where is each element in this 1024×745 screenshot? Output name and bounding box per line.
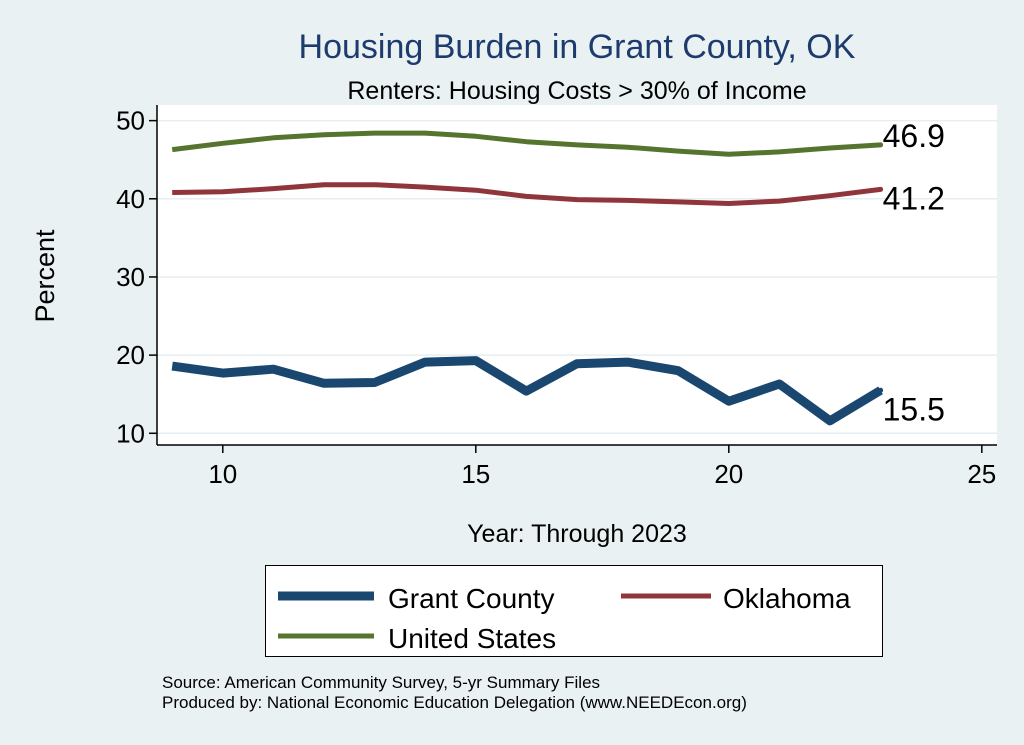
y-tick-label: 20 <box>116 340 145 370</box>
axis-ticks: 10 20 30 40 50 10 15 20 25 <box>116 106 996 489</box>
x-tick-label: 20 <box>714 459 743 489</box>
x-axis-label: Year: Through 2023 <box>467 520 687 548</box>
x-tick-label: 10 <box>208 459 237 489</box>
y-axis-label: Percent <box>30 229 60 323</box>
plot-area <box>157 105 997 445</box>
legend-label-grant-county: Grant County <box>388 583 555 614</box>
end-label-united-states: 46.9 <box>883 118 945 154</box>
y-tick-label: 50 <box>116 106 145 136</box>
series-line-grant-county <box>171 356 883 426</box>
legend-swatch-grant-county <box>278 591 374 601</box>
legend-label-united-states: United States <box>388 623 557 654</box>
legend-swatch-united-states <box>278 633 374 639</box>
end-point-grant-county <box>878 387 884 393</box>
end-point-oklahoma <box>878 186 884 192</box>
series-line-united-states <box>171 130 881 157</box>
chart-subtitle: Renters: Housing Costs > 30% of Income <box>347 77 806 105</box>
y-tick-label: 30 <box>116 262 145 292</box>
y-tick-label: 40 <box>116 184 145 214</box>
legend: Grant County Oklahoma United States <box>265 565 883 657</box>
chart-title: Housing Burden in Grant County, OK <box>299 28 856 66</box>
y-tick-label: 10 <box>116 418 145 448</box>
end-labels: 15.5 41.2 46.9 <box>883 118 945 427</box>
producer-line: Produced by: National Economic Education… <box>162 693 747 712</box>
series-line-oklahoma <box>172 182 881 206</box>
x-tick-label: 15 <box>461 459 490 489</box>
legend-swatch-oklahoma <box>621 593 711 599</box>
end-label-grant-county: 15.5 <box>883 391 945 427</box>
end-point-united-states <box>878 142 884 148</box>
series-lines <box>171 130 884 426</box>
x-tick-label: 25 <box>967 459 996 489</box>
end-label-oklahoma: 41.2 <box>883 180 945 216</box>
legend-label-oklahoma: Oklahoma <box>723 583 851 614</box>
source-note: Source: American Community Survey, 5-yr … <box>162 673 747 713</box>
source-line: Source: American Community Survey, 5-yr … <box>162 673 601 692</box>
